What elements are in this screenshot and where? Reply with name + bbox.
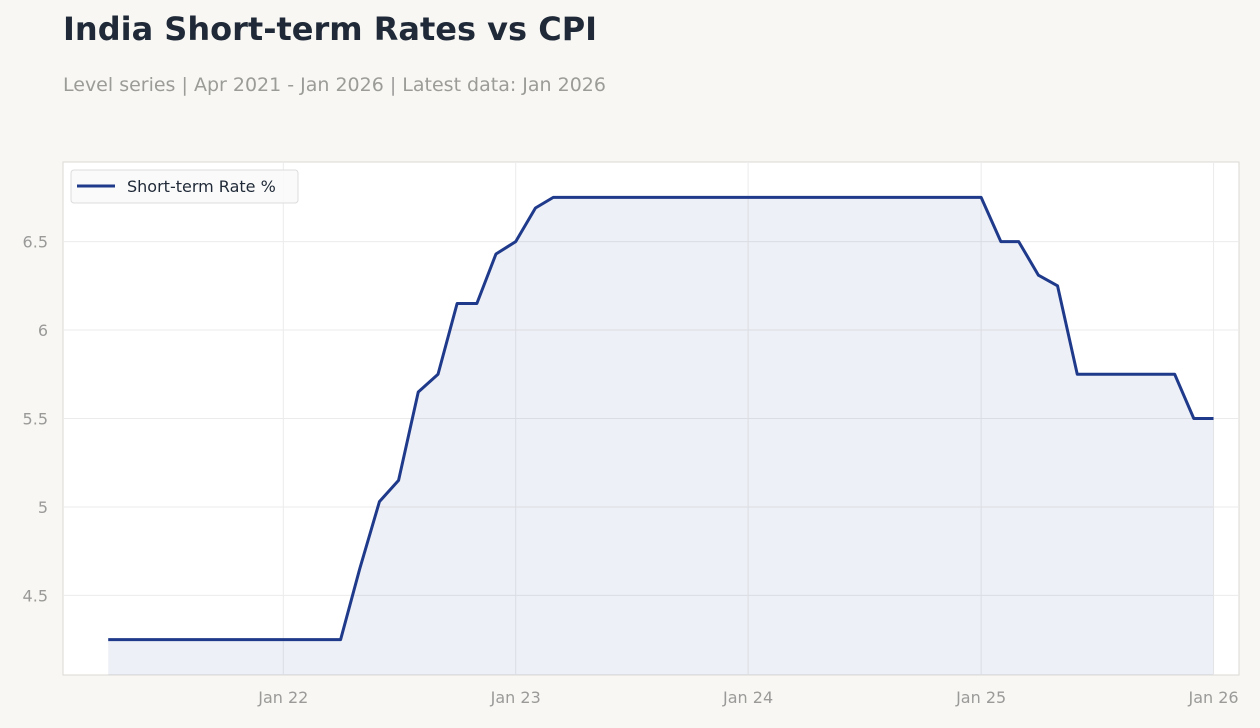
x-tick-label: Jan 25 — [955, 688, 1006, 707]
legend-box — [70, 169, 299, 204]
y-tick-label: 5 — [38, 498, 48, 517]
y-tick-label: 6.5 — [23, 233, 48, 252]
x-tick-label: Jan 22 — [257, 688, 308, 707]
legend: Short-term Rate % — [70, 169, 299, 204]
series-area-fill — [108, 197, 1214, 675]
x-tick-label: Jan 23 — [490, 688, 541, 707]
y-tick-label: 6 — [38, 321, 48, 340]
chart-title: India Short-term Rates vs CPI — [63, 10, 598, 48]
series-line — [108, 195, 1214, 642]
y-tick-label: 5.5 — [23, 410, 48, 429]
x-tick-label: Jan 26 — [1187, 688, 1238, 707]
axis-tick-labels: 4.5 5 5.5 6 6.5 Jan 22 Jan 23 Jan 24 Jan 25 Jan 2… — [23, 233, 1239, 707]
grid-lines — [63, 162, 1239, 675]
chart-subtitle: Level series | Apr 2021 - Jan 2026 | Lat… — [63, 74, 606, 96]
y-tick-label: 4.5 — [23, 586, 48, 605]
x-tick-label: Jan 24 — [722, 688, 773, 707]
legend-label: Short-term Rate % — [127, 177, 276, 196]
